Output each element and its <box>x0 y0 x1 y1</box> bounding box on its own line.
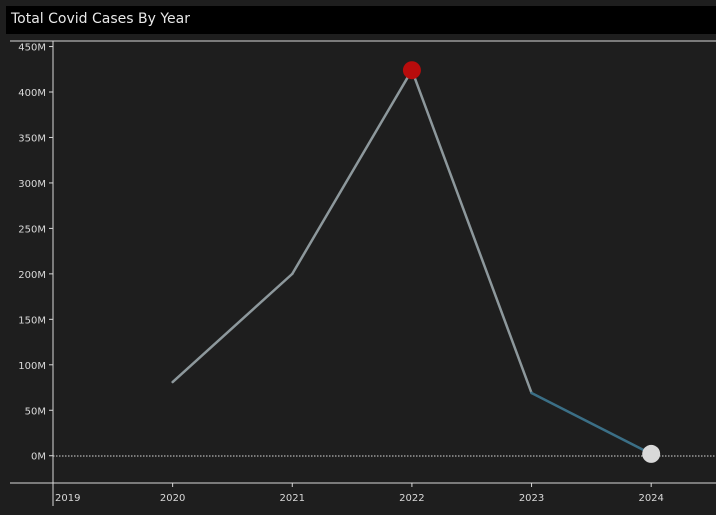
x-tick-label: 2020 <box>160 493 185 504</box>
series-line-segment <box>173 274 293 382</box>
y-tick-label: 250M <box>18 224 46 235</box>
x-tick-label: 2021 <box>280 493 305 504</box>
y-tick-label: 50M <box>25 406 46 417</box>
series-line-segment <box>532 393 652 454</box>
y-tick-label: 450M <box>18 43 46 54</box>
y-tick-label: 350M <box>18 133 46 144</box>
series-line-segment <box>412 70 532 393</box>
y-tick-label: 300M <box>18 179 46 190</box>
y-tick-label: 200M <box>18 270 46 281</box>
last-point-marker[interactable] <box>642 445 660 463</box>
x-tick-label: 2019 <box>55 493 80 504</box>
x-tick-label: 2022 <box>399 493 424 504</box>
y-tick-label: 100M <box>18 361 46 372</box>
series-line-segment <box>292 70 412 274</box>
y-tick-label: 0M <box>31 452 46 463</box>
x-tick-label: 2023 <box>519 493 544 504</box>
y-tick-label: 400M <box>18 88 46 99</box>
peak-point-marker[interactable] <box>403 61 421 79</box>
y-tick-label: 150M <box>18 315 46 326</box>
x-tick-label: 2024 <box>638 493 663 504</box>
